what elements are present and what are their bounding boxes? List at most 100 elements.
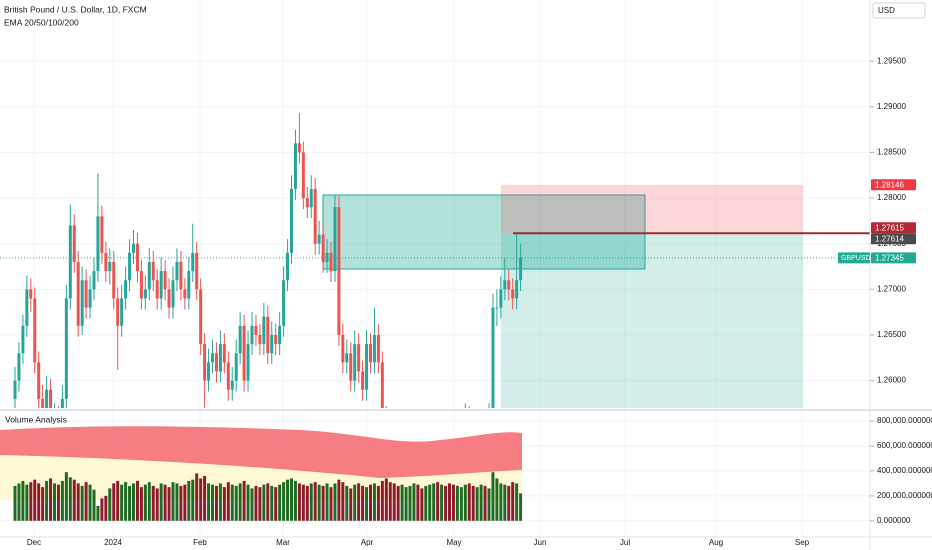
candle-body [491,307,495,408]
candle-body [68,225,72,299]
candle-body [25,289,29,326]
x-tick-label: Aug [709,538,723,547]
volume-bar [325,483,329,521]
volume-tick-label: 200,000.000000 [877,491,932,500]
candle-body [242,325,246,381]
volume-bar [491,472,495,521]
y-tick-label: 1.26500 [877,330,906,339]
candle-body [495,307,499,309]
x-tick-label: Dec [27,538,41,547]
candle-body [499,289,503,308]
x-tick-label: May [446,538,461,547]
candle-body [60,398,64,408]
volume-bar [254,485,258,521]
axes: 1.260001.265001.270001.275001.280001.285… [27,56,932,547]
volume-bar [380,480,384,521]
volume-bar [211,484,214,521]
candle-body [124,280,128,299]
candle-body [222,344,226,363]
volume-bar [151,485,155,521]
volume-bar [424,485,428,521]
symbol-label-box [838,252,870,264]
volume-tick-label: 800,000.000000 [877,416,932,425]
candle-body [293,143,297,189]
volume-bar [471,485,475,521]
volume-bar [467,483,471,521]
price-label-box [871,252,916,264]
volume-bar [88,484,92,521]
target-zone[interactable] [501,233,803,408]
volume-bar [369,484,372,521]
candle-body [96,216,100,272]
candle-body [254,325,258,335]
volume-bar [159,483,163,521]
candle-body [112,261,116,299]
candle-body [361,371,365,390]
candle-body [211,353,214,363]
volume-bar [41,487,45,521]
volume-bar [349,488,353,521]
candle-body [80,280,84,326]
candle-body [151,261,155,281]
volume-bar [167,487,171,521]
volume-bar [345,485,349,521]
volume-bar [290,478,293,521]
candle-body [29,289,33,299]
volume-bar [143,484,147,521]
volume-bar [353,484,357,521]
volume-bar [33,479,37,521]
volume-bar [120,484,124,521]
volume-bar [230,484,234,521]
volume-bar [440,484,444,521]
volume-bar [274,487,278,521]
volume-bar [218,483,222,521]
candle-body [230,380,234,390]
candle-body [305,198,309,208]
candle-body [171,280,175,308]
zone-rectangle[interactable] [322,194,646,270]
candle-body [507,280,511,290]
candle-body [349,353,353,381]
candle-body [372,334,376,363]
volume-bar [187,480,191,521]
volume-bar [515,483,519,521]
candle-body [258,334,262,345]
candle-body [143,289,147,299]
candle-body [282,280,286,326]
volume-bar [321,485,325,521]
volume-bar [214,485,218,521]
volume-bar [37,483,41,521]
volume-bar [333,483,337,521]
price-label-box [871,222,916,234]
candle-body [207,362,211,381]
volume-tick-label: 0.000000 [877,516,911,525]
volume-bar [108,488,112,521]
volume-bar [396,485,400,521]
candle-body [333,207,337,272]
volume-bar [195,473,199,521]
overlay [0,232,870,259]
volume-bar [329,487,333,521]
volume-bar [459,487,463,521]
volume-bar [100,498,104,521]
volume-bar [341,482,345,521]
volume-bar [183,484,187,521]
candle-body [88,289,92,308]
volume-bar [388,482,392,521]
candle-body [155,280,159,299]
volume-bar [17,483,21,521]
volume-bar [412,483,416,521]
volume-bar [76,483,80,521]
candle-body [195,252,199,290]
price-label-box [871,233,916,245]
stop-zone[interactable] [501,184,803,234]
candle-body [321,234,325,262]
candle-body [37,362,41,399]
price-label: 1.28146 [875,180,904,189]
candle-body [49,389,53,408]
volume-bar [45,480,49,521]
volume-bar [258,487,262,521]
volume-bar [72,479,76,521]
candle-body [120,298,124,326]
currency-button[interactable] [872,2,926,19]
